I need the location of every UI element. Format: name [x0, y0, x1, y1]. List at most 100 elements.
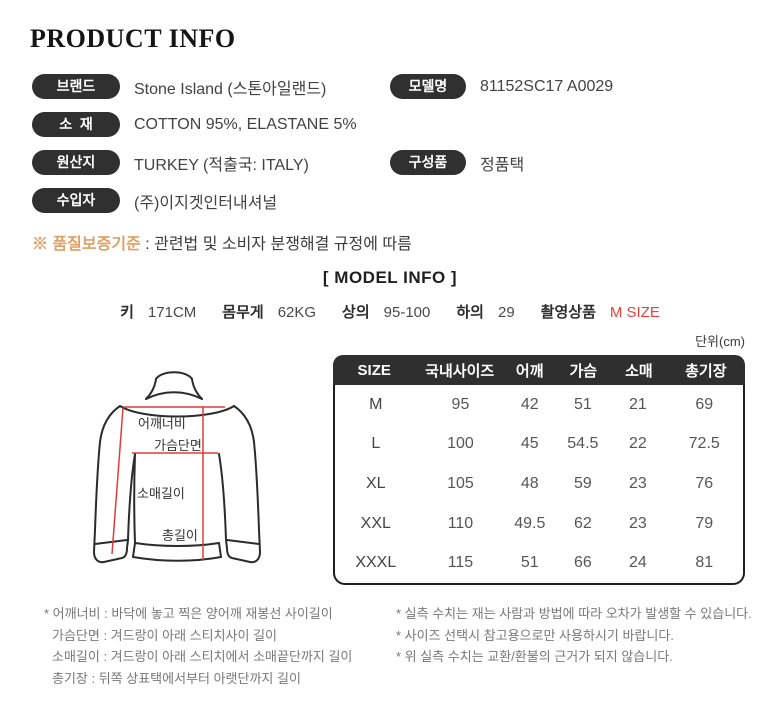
model-badge: 모델명: [390, 74, 466, 99]
sleeve-measure-line: [111, 407, 124, 555]
footnote-line: 총기장 : 뒤쪽 상표택에서부터 아랫단까지 길이: [52, 670, 301, 686]
model-value: 81152SC17 A0029: [480, 77, 614, 95]
right-inner-seam: [218, 453, 227, 541]
model-stat-label: 몸무게: [222, 304, 264, 321]
origin-badge: 원산지: [32, 150, 120, 175]
size-value-cell: 23: [629, 474, 647, 492]
size-column-header: SIZE: [357, 361, 391, 379]
footnote-line: * 사이즈 선택시 참고용으로만 사용하시기 바랍니다.: [396, 627, 674, 643]
unit-note: 단위(cm): [695, 334, 745, 349]
size-value-cell: 115: [447, 554, 474, 572]
model-stat: 키 171CM: [120, 304, 196, 321]
material-value: COTTON 95%, ELASTANE 5%: [134, 115, 357, 133]
model-info-heading: [ MODEL INFO ]: [322, 268, 458, 287]
importer-badge: 수입자: [32, 188, 120, 213]
size-column-header: 국내사이즈: [425, 362, 495, 380]
brand-value: Stone Island (스톤아일랜드): [134, 80, 327, 98]
size-column-header: 소매: [625, 362, 653, 380]
size-value-cell: 48: [520, 474, 539, 492]
components-value: 정품택: [480, 156, 525, 174]
info-row-importer: 수입자 (주)이지겟인터내셔널: [32, 188, 277, 213]
size-column-header: 총기장: [685, 362, 727, 380]
hem-top-line: [134, 542, 220, 547]
info-row-components: 구성품 정품택: [390, 150, 524, 175]
model-stat: 몸무게 62KG: [196, 304, 316, 321]
size-table-header: SIZE 국내사이즈 어깨 가슴 소매 총기장: [333, 355, 745, 385]
model-stat: 촬영상품 M SIZE: [515, 304, 660, 321]
size-value-cell: 23: [629, 514, 647, 532]
info-row-origin: 원산지 TURKEY (적출국: ITALY): [32, 150, 309, 175]
quality-guarantee-label: ※ 품질보증기준: [32, 236, 141, 253]
measure-footnotes: * 어깨너비 : 바닥에 놓고 찍은 양어깨 재봉선 사이길이 가슴단면 : 겨드…: [44, 603, 352, 689]
shoulder-label: 어깨너비: [138, 416, 186, 431]
right-sleeve-outline: [225, 405, 261, 564]
model-stat-value: 171CM: [147, 304, 197, 321]
footnote-line: 소매길이 : 겨드랑이 아래 스티치에서 소매끝단까지 길이: [52, 649, 353, 664]
size-value-cell: 69: [695, 395, 714, 413]
size-value-cell: 54.5: [567, 435, 599, 453]
size-value-cell: 21: [629, 395, 647, 413]
model-stat-value: 95-100: [383, 304, 431, 321]
size-value-cell: 24: [629, 554, 647, 572]
model-stat: 하의 29: [430, 304, 514, 321]
sleeve-label: 소매길이: [137, 486, 185, 501]
size-column-header: 가슴: [569, 362, 598, 380]
neckline: [119, 405, 235, 418]
brand-badge: 브랜드: [32, 74, 120, 99]
size-table-row: XL 105 48 59 23 76: [335, 464, 743, 504]
size-label-cell: XXXL: [355, 554, 397, 572]
size-value-cell: 42: [520, 395, 539, 413]
size-value-cell: 49.5: [514, 514, 546, 532]
hem-right-side: [218, 542, 222, 558]
size-label-cell: XXL: [360, 514, 391, 532]
size-value-cell: 59: [573, 474, 592, 492]
model-stat: 상의 95-100: [316, 304, 430, 321]
size-value-cell: 110: [447, 514, 474, 532]
info-row-model: 모델명 81152SC17 A0029: [390, 74, 613, 99]
size-value-cell: 81: [695, 554, 714, 572]
size-table-row: XXL 110 49.5 62 23 79: [335, 504, 743, 544]
size-value-cell: 79: [695, 514, 714, 532]
left-cuff-line: [94, 539, 128, 545]
size-value-cell: 51: [520, 554, 539, 572]
chest-label: 가슴단면: [154, 438, 202, 453]
size-label-cell: XL: [366, 474, 386, 492]
collar-bottom: [145, 391, 203, 400]
size-value-cell: 66: [573, 554, 592, 572]
size-column-header: 어깨: [515, 362, 544, 380]
left-body-edge: [133, 453, 136, 544]
model-stat-label: 촬영상품: [540, 304, 596, 321]
size-value-cell: 62: [573, 514, 592, 532]
model-stat-value: M SIZE: [609, 304, 660, 321]
info-row-material: 소 재 COTTON 95%, ELASTANE 5%: [32, 112, 357, 137]
disclaimer-footnotes: * 실측 수치는 재는 사람과 방법에 따라 오차가 발생할 수 있습니다. * …: [396, 603, 752, 668]
size-value-cell: 76: [695, 474, 714, 492]
left-sleeve-outline: [93, 405, 129, 564]
size-table-body: M 95 42 51 21 69 L 100 45 54.5 22 72.5 XL 105 48 59 23 76…: [333, 385, 745, 585]
size-value-cell: 95: [451, 395, 470, 413]
sweater-measurement-diagram: 어깨너비 가슴단면 소매길이 총길이: [93, 371, 261, 564]
material-badge: 소 재: [32, 112, 120, 137]
size-label-cell: L: [371, 435, 381, 453]
model-stat-label: 키: [120, 304, 134, 321]
hem-left-side: [132, 542, 136, 558]
footnote-line: * 실측 수치는 재는 사람과 방법에 따라 오차가 발생할 수 있습니다.: [396, 606, 752, 621]
footnote-line: * 어깨너비 : 바닥에 놓고 찍은 양어깨 재봉선 사이길이: [44, 606, 333, 621]
length-label: 총길이: [162, 528, 198, 543]
quality-guarantee-line: ※ 품질보증기준 : 관련법 및 소비자 분쟁해결 규정에 따름: [32, 230, 412, 254]
collar-outline: [155, 371, 193, 380]
size-label-cell: M: [369, 395, 383, 413]
size-table-row: L 100 45 54.5 22 72.5: [335, 425, 743, 465]
size-table-row: XXXL 115 51 66 24 81: [335, 543, 743, 583]
quality-guarantee-value: : 관련법 및 소비자 분쟁해결 규정에 따름: [140, 236, 412, 253]
model-stat-label: 하의: [456, 304, 484, 321]
size-value-cell: 22: [629, 435, 647, 453]
size-table: SIZE 국내사이즈 어깨 가슴 소매 총기장 M 95 42 51 21 69 L 100 45 54.5…: [333, 355, 745, 585]
footnote-line: * 위 실측 수치는 교환/환불의 근거가 되지 않습니다.: [396, 649, 673, 664]
size-value-cell: 105: [447, 474, 474, 492]
model-stat-label: 상의: [342, 304, 370, 321]
hem-bottom-line: [132, 556, 222, 562]
components-badge: 구성품: [390, 150, 466, 175]
page-title: PRODUCT INFO: [30, 24, 236, 53]
size-value-cell: 72.5: [688, 435, 720, 453]
